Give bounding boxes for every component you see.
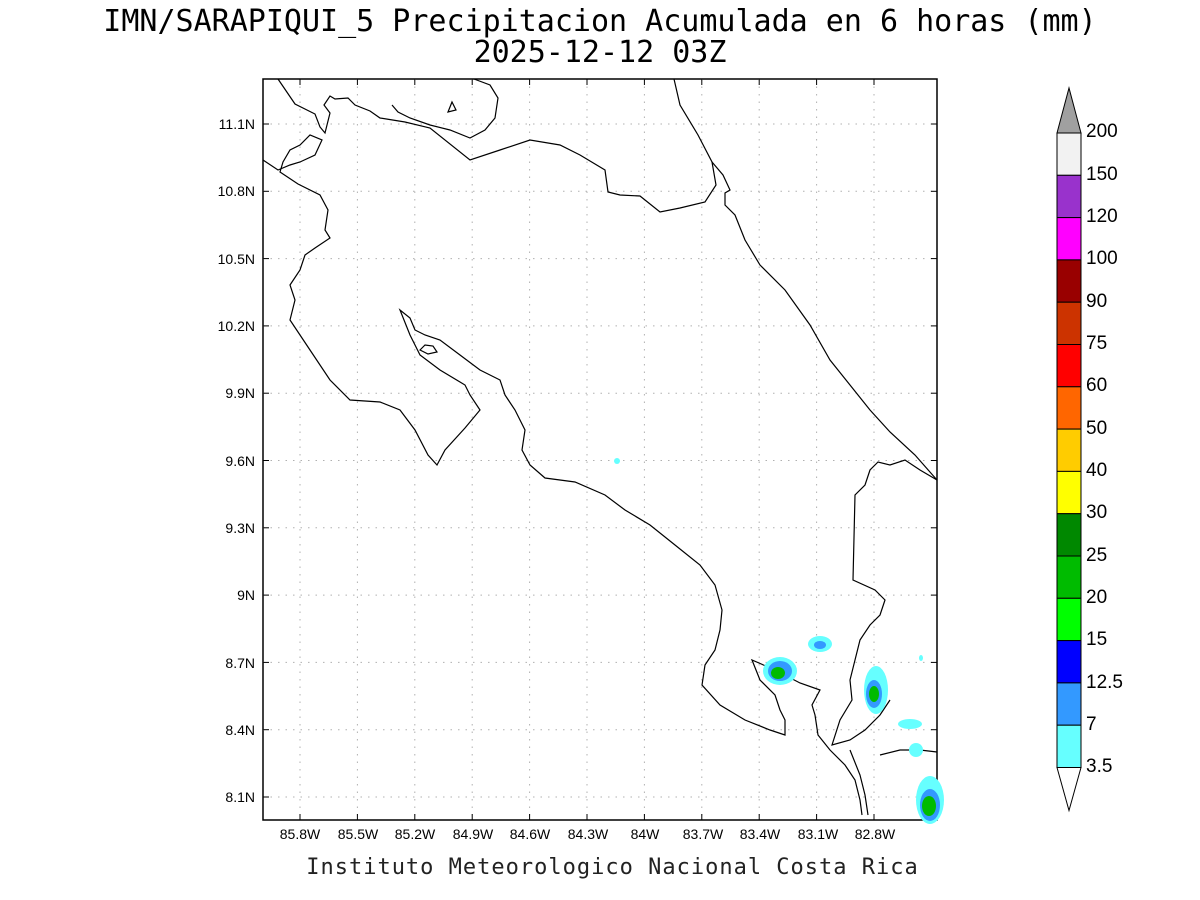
island [418,344,438,355]
map-title: IMN/SARAPIQUI_5 Precipitacion Acumulada … [103,4,1097,39]
lon-label: 84.3W [567,826,609,842]
lon-label: 83.1W [797,826,839,842]
lat-label: 10.2N [217,318,255,334]
colorbar-label: 20 [1086,587,1108,608]
panama-border [831,459,938,746]
lon-label: 84.6W [509,826,551,842]
coastlines [262,78,938,816]
colorbar-label: 25 [1086,545,1108,566]
lon-label: 82.8W [854,826,896,842]
lon-label: 85.2W [394,826,436,842]
plot-frame [262,78,938,821]
footer-credit: Instituto Meteorologico Nacional Costa R… [306,855,919,880]
northern-border [277,78,717,213]
precip-cell [869,686,879,702]
map-datetime: 2025-12-12 03Z [473,35,727,70]
colorbar-label: 150 [1086,164,1118,185]
colorbar-label: 100 [1086,248,1118,269]
caribbean-coast [711,161,938,481]
lat-label: 10.5N [217,251,255,267]
colorbar-label: 30 [1086,502,1108,523]
colorbar-label: 12.5 [1086,672,1123,693]
lon-label: 84.9W [452,826,494,842]
colorbar-label: 7 [1086,714,1097,735]
lat-label: 9.9N [225,385,255,401]
axis-ticks [263,79,937,820]
colorbar-label: 15 [1086,629,1108,650]
precip-cell [614,458,620,464]
precip-cell [909,743,923,757]
colorbar-label: 3.5 [1086,756,1113,777]
lat-label: 8.4N [225,722,255,738]
lat-label: 9N [237,587,255,603]
lon-label: 85.8W [279,826,321,842]
lon-label: 83.7W [682,826,724,842]
colorbar-label: 50 [1086,418,1108,439]
colorbar-label: 120 [1086,206,1118,227]
precip-cell [922,796,936,816]
lon-label: 84W [630,826,660,842]
colorbar-label: 40 [1086,460,1108,481]
lat-label: 9.6N [225,453,255,469]
island [447,100,457,113]
lon-label: 85.5W [337,826,379,842]
precip-cell [898,719,922,729]
lat-label: 8.1N [225,789,255,805]
lat-label: 8.7N [225,655,255,671]
pacific-coast [262,134,863,816]
colorbar-label: 200 [1086,121,1118,142]
precip-cell [919,655,923,661]
lat-label: 11.1N [218,116,255,132]
precip-cell [814,641,826,649]
precip-cell [771,667,785,679]
colorbar-label: 75 [1086,333,1108,354]
colorbar-label: 60 [1086,375,1108,396]
lat-label: 10.8N [217,183,255,199]
lon-label: 83.4W [739,826,781,842]
colorbar-label: 90 [1086,291,1108,312]
nicaragua-coast [391,78,499,139]
lat-label: 9.3N [225,520,255,536]
precipitation-areas [614,458,944,824]
